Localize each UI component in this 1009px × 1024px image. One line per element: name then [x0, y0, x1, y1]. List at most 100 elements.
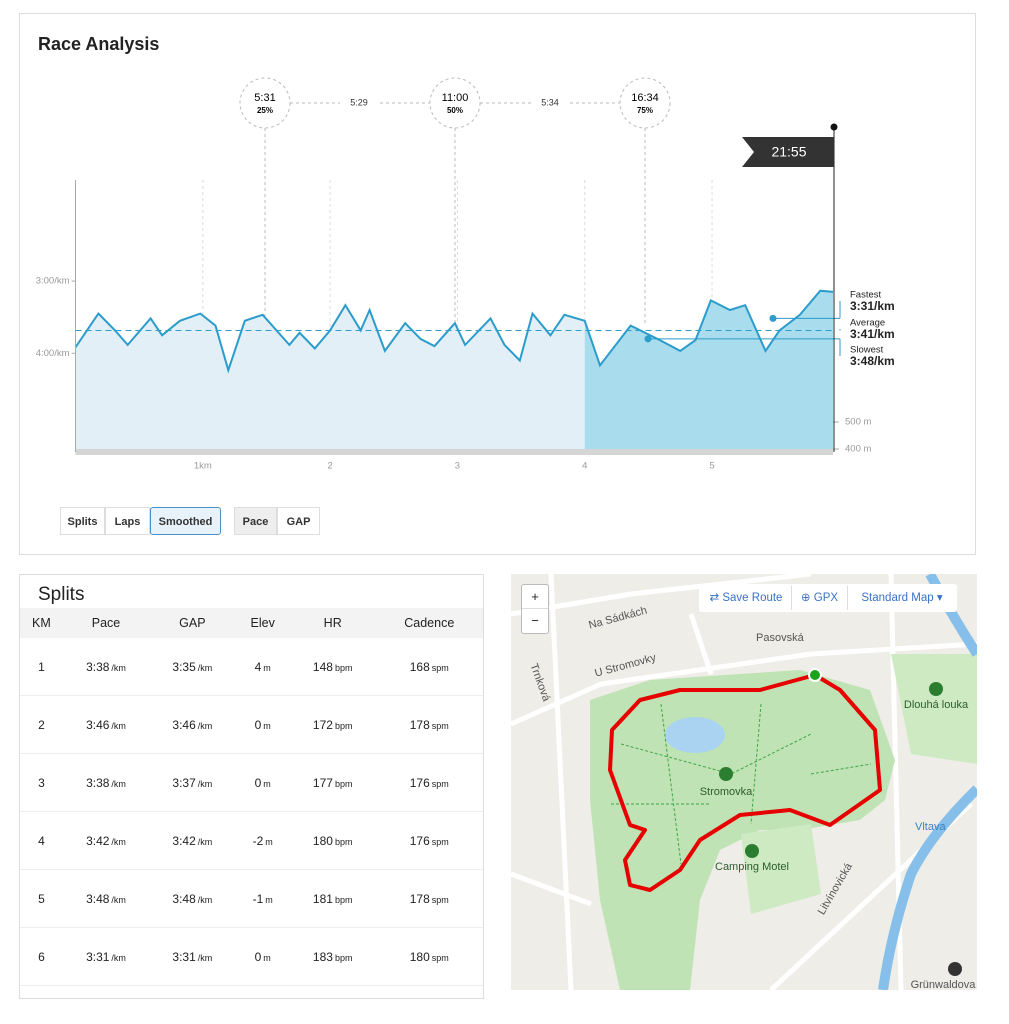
- column-header: Elev: [235, 608, 290, 638]
- finish-time: 21:55: [771, 144, 806, 160]
- cell-unit: bpm: [334, 662, 353, 673]
- x-tick-label: 5: [709, 461, 714, 472]
- tab[interactable]: Laps: [105, 507, 150, 535]
- cell-unit: m: [265, 836, 273, 847]
- race-analysis-chart: Race Analysis 5:29 5:34 5:31 25% 11:00 5…: [36, 34, 895, 472]
- cell-value: 4: [254, 659, 262, 674]
- cell-value: 178: [409, 717, 430, 732]
- start-point: [808, 668, 822, 682]
- cell: 3:31/km: [149, 927, 236, 986]
- tab[interactable]: Smoothed: [150, 507, 221, 535]
- map-style-label: Standard Map: [861, 592, 934, 604]
- stat-dot: [769, 314, 777, 322]
- splits-title: Splits: [38, 584, 85, 605]
- cell-unit: /km: [111, 952, 126, 963]
- analysis-card: [19, 13, 976, 555]
- cell-value: 3:46: [86, 717, 110, 732]
- splits-table: KM Pace GAP Elev HR Cadence 1 3:38/km 3:35/km 4 m 1…: [20, 608, 483, 986]
- zoom-out[interactable]: −: [531, 613, 539, 628]
- cell: 3:46/km: [149, 695, 236, 754]
- stat-dot: [644, 335, 652, 343]
- cell: 3:48/km: [62, 869, 150, 928]
- map-label: Pasovská: [756, 632, 805, 644]
- cell-unit: /km: [111, 778, 126, 789]
- map-canvas: Na Sádkách U Stromovky Trnková Pasovská …: [511, 574, 977, 990]
- split-row: 5 3:48/km 3:48/km -1 m 181 bpm 178 spm: [20, 869, 483, 928]
- cell: 176 spm: [375, 811, 483, 870]
- split-row: 6 3:31/km 3:31/km 0 m 183 bpm 180 spm: [20, 927, 483, 986]
- cell-value: 3:46: [172, 717, 196, 732]
- cell-unit: /km: [111, 836, 126, 847]
- cell-unit: /km: [111, 662, 126, 673]
- cell-value: 1: [38, 659, 45, 674]
- cell-value: 3:48: [86, 891, 110, 906]
- cell-value: -1: [252, 891, 264, 906]
- cell: 172 bpm: [289, 695, 376, 754]
- paths: [611, 703, 872, 865]
- cell-value: 3:37: [172, 775, 196, 790]
- cell-value: 172: [312, 717, 333, 732]
- cell: -1 m: [235, 869, 290, 928]
- marker-time: 11:00: [442, 92, 469, 104]
- metric-tab[interactable]: Pace: [234, 507, 277, 535]
- save-route[interactable]: ⇄ Save Route: [701, 586, 792, 610]
- cell-value: 180: [312, 833, 333, 848]
- zoom-in[interactable]: +: [522, 585, 548, 609]
- map: Na Sádkách U Stromovky Trnková Pasovská …: [511, 574, 977, 990]
- cell-unit: /km: [197, 894, 213, 905]
- cell-value: 3: [38, 775, 45, 790]
- x-tick-label: 1km: [194, 461, 212, 472]
- cell-unit: m: [263, 720, 271, 731]
- column-header: KM: [20, 608, 63, 638]
- y-tick-label: 4:00/km: [36, 348, 70, 359]
- label-bg: [340, 96, 378, 110]
- cell-unit: /km: [111, 720, 126, 731]
- cell: 4: [20, 811, 63, 870]
- cell-value: 168: [409, 659, 430, 674]
- split-row: 2 3:46/km 3:46/km 0 m 172 bpm 178 spm: [20, 695, 483, 754]
- cell-unit: m: [263, 952, 271, 963]
- cell-value: 178: [409, 891, 430, 906]
- gpx[interactable]: ⊕ GPX: [792, 586, 848, 610]
- flag: [742, 137, 834, 167]
- segment-time: 5:29: [350, 97, 368, 107]
- cell: 3:38/km: [62, 638, 150, 696]
- cell: 3: [20, 753, 63, 812]
- cell-unit: /km: [197, 778, 213, 789]
- cell: 3:38/km: [62, 753, 150, 812]
- tab[interactable]: Splits: [60, 507, 105, 535]
- map-style[interactable]: Standard Map ▾: [848, 586, 956, 610]
- x-tick-label: 3: [455, 461, 460, 472]
- cell-value: 6: [38, 949, 45, 964]
- stat-name: Fastest: [850, 290, 882, 301]
- cell-unit: /km: [197, 720, 213, 731]
- cell: 176 spm: [375, 753, 483, 812]
- cell-unit: /km: [111, 894, 126, 905]
- stat-name: Average: [850, 318, 885, 329]
- zoom-controls: + −: [521, 584, 549, 634]
- cell-unit: bpm: [334, 894, 353, 905]
- save-route-label: Save Route: [722, 592, 783, 604]
- y2-tick-label: 400 m: [845, 444, 871, 455]
- cell: 3:46/km: [62, 695, 150, 754]
- cell-unit: spm: [431, 778, 449, 789]
- cell-value: 181: [312, 891, 333, 906]
- marker-percent: 50%: [447, 106, 463, 115]
- cell-unit: /km: [197, 836, 213, 847]
- map-label: Dlouhá louka: [904, 699, 969, 711]
- marker-circle: [239, 77, 291, 129]
- cell-value: 3:35: [172, 659, 196, 674]
- cell-unit: bpm: [334, 720, 353, 731]
- cell-unit: m: [263, 662, 271, 673]
- map-label: Stromovka: [700, 786, 753, 798]
- title: Race Analysis: [38, 34, 159, 54]
- cell-value: 3:42: [172, 833, 196, 848]
- cell: 3:37/km: [149, 753, 236, 812]
- cell-unit: bpm: [334, 836, 353, 847]
- map-label: Grünwaldova: [911, 979, 977, 990]
- cell-value: 3:31: [86, 949, 110, 964]
- metric-tab[interactable]: GAP: [277, 507, 320, 535]
